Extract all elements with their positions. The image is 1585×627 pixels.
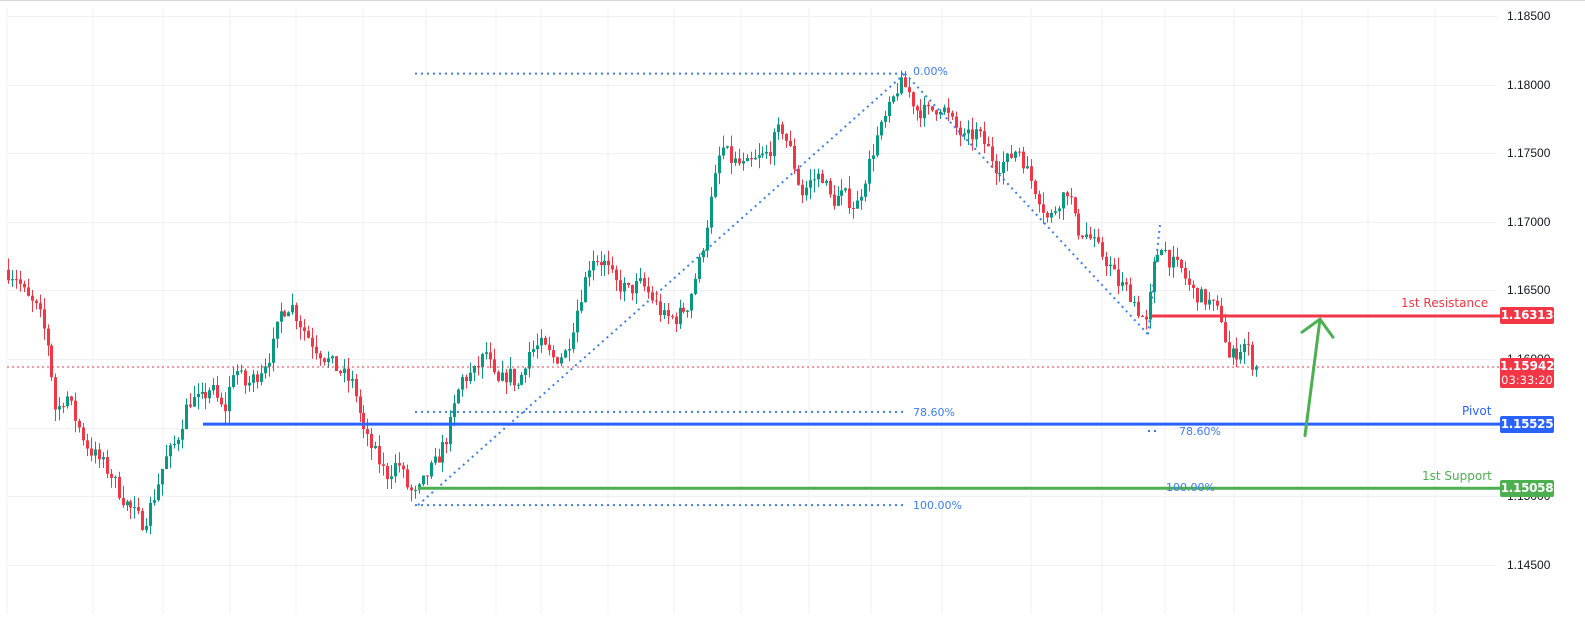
chart-top-border [0,0,1585,1]
price-axis-tick: 1.18500 [1507,9,1551,23]
price-axis-tick: 1.14500 [1507,557,1551,572]
current-price-value: 1.15942 [1500,359,1555,373]
price-axis-tick: 1.18000 [1507,77,1551,92]
price-axis-tick: 1.17500 [1507,146,1551,161]
chart-grid [6,8,1497,614]
pivot-label: Pivot [1462,404,1492,418]
horizontal-level-lines[interactable] [7,314,1500,490]
current-price-tag: 1.15942 03:33:20 [1500,358,1555,388]
fib-0-label: 0.00% [913,65,948,78]
pivot-price-tag: 1.15525 [1500,416,1554,433]
fib-786-label: 78.60% [913,406,955,419]
price-axis-tick: 1.16500 [1507,283,1551,298]
candlestick-series [7,70,1258,535]
fib-100-label-2: 100.00% [1166,481,1215,494]
support-price-tag: 1.15058 [1500,480,1554,497]
fib-100-label: 100.00% [913,499,962,512]
resistance-label: 1st Resistance [1401,296,1489,310]
support-label: 1st Support [1422,469,1492,483]
price-axis-tick: 1.17000 [1507,214,1551,229]
resistance-price-tag: 1.16313 [1500,307,1554,324]
candle-countdown: 03:33:20 [1501,373,1553,387]
green-up-arrow-icon[interactable] [1300,317,1335,438]
fib-786-label-2: 78.60% [1179,425,1221,438]
